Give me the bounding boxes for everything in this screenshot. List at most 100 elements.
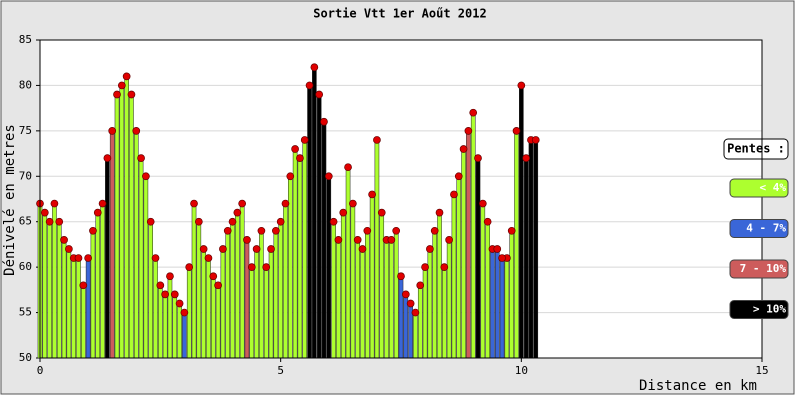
bar [201, 248, 206, 359]
bar [326, 176, 332, 359]
point [257, 226, 266, 235]
point [60, 236, 68, 244]
point [454, 172, 463, 181]
point [522, 154, 530, 162]
point [50, 199, 59, 208]
point [358, 245, 367, 253]
point [142, 172, 150, 181]
point [296, 154, 304, 162]
y-tick-label: 50 [19, 351, 32, 364]
bar [360, 248, 365, 359]
bar [437, 212, 442, 359]
bar [345, 166, 351, 359]
point [137, 154, 145, 162]
point [122, 72, 131, 81]
bar [47, 221, 52, 359]
point [45, 217, 54, 226]
point [329, 217, 338, 226]
legend-title: Pentes : [727, 142, 785, 156]
bar [215, 285, 221, 359]
point [373, 136, 381, 144]
y-tick-label: 65 [19, 215, 32, 228]
bar [249, 266, 255, 359]
bar [413, 312, 418, 359]
legend-label: 4 - 7% [746, 222, 786, 235]
bar [235, 212, 240, 359]
point [223, 226, 232, 235]
point [406, 299, 415, 308]
bar [153, 257, 158, 359]
point [238, 199, 247, 208]
point [387, 236, 396, 244]
point [170, 290, 179, 299]
point [146, 217, 155, 226]
point [305, 81, 314, 90]
point [291, 145, 299, 153]
point [401, 290, 410, 299]
point [363, 226, 372, 235]
bar [263, 266, 269, 359]
point [474, 154, 482, 162]
point [353, 236, 362, 244]
x-axis-label: Distance en km [639, 378, 757, 394]
y-tick-label: 80 [19, 78, 32, 91]
point [194, 217, 203, 226]
point [247, 263, 256, 271]
point [228, 217, 237, 226]
point [435, 208, 444, 217]
point [132, 127, 141, 135]
bar [191, 203, 197, 359]
point [180, 308, 189, 317]
bar [124, 76, 129, 359]
point [368, 190, 376, 199]
bar [523, 157, 529, 359]
point [450, 190, 458, 199]
bar [528, 139, 534, 359]
bar [519, 85, 524, 359]
point [219, 245, 227, 253]
x-tick-label: 15 [755, 364, 768, 377]
bar [210, 275, 216, 359]
point [339, 208, 348, 217]
point [108, 127, 117, 135]
y-tick-label: 75 [19, 124, 32, 137]
point [469, 108, 478, 117]
legend-swatch [729, 300, 789, 319]
bar [494, 248, 500, 359]
point [156, 281, 165, 290]
point [300, 136, 309, 144]
legend-label: 7 - 10% [740, 262, 787, 275]
point [161, 290, 169, 299]
point [478, 199, 487, 208]
bar [129, 94, 134, 359]
bar [71, 257, 76, 359]
bar [278, 221, 283, 359]
bar [379, 212, 385, 359]
bar [100, 203, 105, 359]
point [483, 217, 492, 226]
bar [109, 130, 115, 359]
bar [369, 194, 375, 359]
legend-label: < 4% [760, 181, 787, 194]
point [430, 226, 439, 235]
point [411, 308, 420, 317]
point [531, 136, 540, 144]
bar [451, 194, 457, 359]
point [233, 208, 242, 217]
point [445, 236, 453, 244]
bar [220, 248, 226, 359]
point [397, 272, 405, 281]
point [93, 208, 102, 217]
bar [292, 148, 298, 359]
bar [239, 203, 245, 359]
point [65, 245, 73, 253]
y-tick-label: 55 [19, 306, 32, 319]
bar [196, 221, 202, 359]
y-tick-label: 85 [19, 33, 32, 46]
point [498, 254, 506, 262]
bar [331, 221, 336, 359]
bar [446, 239, 452, 359]
point [190, 199, 198, 208]
bar [490, 248, 495, 359]
